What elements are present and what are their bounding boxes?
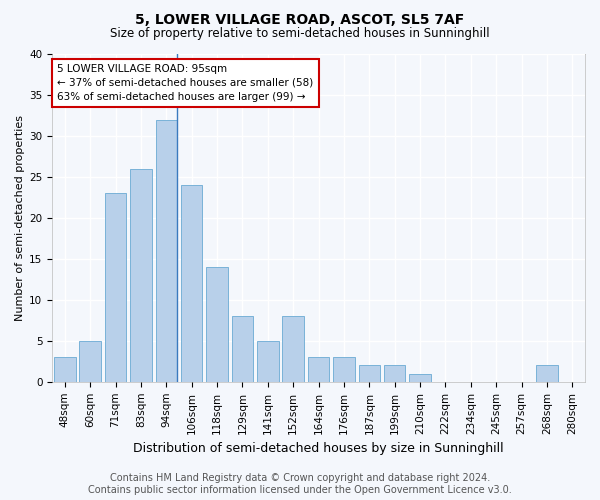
Text: 5, LOWER VILLAGE ROAD, ASCOT, SL5 7AF: 5, LOWER VILLAGE ROAD, ASCOT, SL5 7AF	[136, 12, 464, 26]
Bar	[257, 341, 278, 382]
Bar	[359, 366, 380, 382]
Text: Size of property relative to semi-detached houses in Sunninghill: Size of property relative to semi-detach…	[110, 28, 490, 40]
Y-axis label: Number of semi-detached properties: Number of semi-detached properties	[15, 115, 25, 321]
Bar	[181, 185, 202, 382]
Bar	[283, 316, 304, 382]
Bar	[409, 374, 431, 382]
Bar	[232, 316, 253, 382]
Bar	[130, 168, 152, 382]
Bar	[308, 357, 329, 382]
Bar	[54, 357, 76, 382]
Bar	[206, 267, 228, 382]
Bar	[155, 120, 177, 382]
Bar	[536, 366, 558, 382]
X-axis label: Distribution of semi-detached houses by size in Sunninghill: Distribution of semi-detached houses by …	[133, 442, 504, 455]
Text: Contains HM Land Registry data © Crown copyright and database right 2024.
Contai: Contains HM Land Registry data © Crown c…	[88, 474, 512, 495]
Bar	[333, 357, 355, 382]
Bar	[79, 341, 101, 382]
Bar	[384, 366, 406, 382]
Bar	[105, 194, 127, 382]
Text: 5 LOWER VILLAGE ROAD: 95sqm
← 37% of semi-detached houses are smaller (58)
63% o: 5 LOWER VILLAGE ROAD: 95sqm ← 37% of sem…	[58, 64, 314, 102]
